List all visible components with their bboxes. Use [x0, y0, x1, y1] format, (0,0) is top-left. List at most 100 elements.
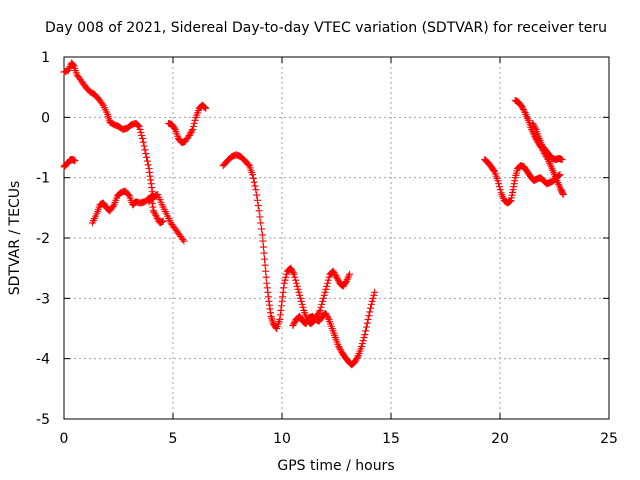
- data-point-arc-5: [189, 122, 197, 130]
- data-point-arc-1: [138, 131, 146, 139]
- data-point-arc-7: [368, 297, 376, 305]
- data-point-arc-1: [134, 122, 142, 130]
- data-point-arc-6: [318, 300, 326, 308]
- data-point-arc-6: [291, 273, 299, 281]
- data-point-arc-6: [317, 303, 325, 311]
- data-point-arc-6: [262, 273, 270, 281]
- data-point-arc-7: [364, 315, 372, 323]
- data-point-arc-7: [353, 353, 361, 361]
- data-point-arc-9: [520, 107, 528, 115]
- data-point-arc-6: [341, 279, 349, 287]
- data-point-arc-7: [359, 337, 367, 345]
- data-point-arc-8: [490, 166, 498, 174]
- data-point-arc-6: [297, 297, 305, 305]
- data-point-arc-7: [371, 288, 379, 296]
- data-point-arc-7: [363, 319, 371, 327]
- data-point-arc-6: [325, 273, 333, 281]
- data-point-arc-1: [136, 125, 144, 133]
- data-point-arc-7: [367, 304, 375, 312]
- data-point-arc-10: [529, 119, 537, 127]
- data-point-arc-6: [253, 191, 261, 199]
- data-point-arc-7: [324, 314, 332, 322]
- data-point-arc-7: [352, 356, 360, 364]
- data-point-arc-5: [188, 127, 196, 135]
- data-point-arc-2: [71, 157, 79, 165]
- y-tick-label: -1: [36, 171, 50, 187]
- data-point-arc-6: [289, 269, 297, 277]
- data-point-arc-7: [358, 340, 366, 348]
- data-point-arc-5: [186, 130, 194, 138]
- data-point-arc-7: [358, 343, 366, 351]
- data-point-arc-6: [299, 303, 307, 311]
- data-point-arc-4: [151, 210, 159, 218]
- data-point-arc-9: [519, 104, 527, 112]
- y-tick-label: -2: [36, 231, 50, 247]
- data-point-arc-10: [558, 156, 566, 164]
- data-point-arc-6: [260, 249, 268, 257]
- data-point-arc-7: [290, 320, 298, 328]
- data-point-arc-6: [324, 276, 332, 284]
- data-point-arc-1: [142, 150, 150, 158]
- x-tick-label: 15: [382, 431, 400, 447]
- data-point-arc-7: [360, 334, 368, 342]
- data-point-arc-10: [531, 124, 539, 132]
- data-point-arc-5: [191, 116, 199, 124]
- data-point-arc-1: [144, 161, 152, 169]
- data-point-arc-9: [518, 102, 526, 110]
- data-point-arc-5: [200, 103, 208, 111]
- data-point-arc-7: [362, 327, 370, 335]
- data-point-arc-7: [370, 291, 378, 299]
- data-point-arc-7: [365, 312, 373, 320]
- y-tick-label: -4: [36, 352, 50, 368]
- data-point-arc-7: [322, 311, 330, 319]
- data-point-arc-7: [335, 344, 343, 352]
- data-point-arc-6: [298, 300, 306, 308]
- data-point-arc-6: [249, 171, 257, 179]
- data-point-arc-1: [138, 134, 146, 142]
- data-point-arc-6: [333, 275, 341, 283]
- data-point-arc-6: [288, 267, 296, 275]
- data-point-arc-6: [249, 174, 257, 182]
- data-point-arc-7: [335, 343, 343, 351]
- data-point-arc-1: [134, 121, 142, 129]
- data-point-arc-6: [316, 306, 324, 314]
- data-point-arc-6: [295, 288, 303, 296]
- data-point-arc-6: [331, 270, 339, 278]
- data-point-arc-7: [303, 318, 311, 326]
- data-point-arc-6: [255, 207, 263, 215]
- data-point-arc-1: [140, 142, 148, 150]
- data-point-arc-5: [185, 131, 193, 139]
- data-point-arc-1: [139, 138, 147, 146]
- data-point-arc-6: [262, 267, 270, 275]
- data-point-arc-4: [153, 214, 161, 222]
- data-point-arc-6: [319, 294, 327, 302]
- data-point-arc-7: [289, 321, 297, 329]
- x-axis-title: GPS time / hours: [277, 458, 394, 474]
- data-point-arc-6: [319, 297, 327, 305]
- data-point-arc-1: [141, 146, 149, 154]
- data-point-arc-7: [323, 312, 331, 320]
- data-point-arc-7: [369, 294, 377, 302]
- data-point-arc-6: [324, 279, 332, 287]
- data-point-arc-6: [280, 279, 288, 287]
- data-points: [60, 59, 567, 369]
- data-point-arc-6: [334, 276, 342, 284]
- data-point-arc-7: [302, 320, 310, 328]
- data-point-arc-5: [202, 104, 210, 112]
- data-point-arc-7: [322, 309, 330, 317]
- data-point-arc-6: [330, 269, 338, 277]
- chart-title: Day 008 of 2021, Sidereal Day-to-day VTE…: [45, 20, 607, 36]
- data-point-arc-4: [149, 207, 157, 215]
- data-point-arc-4: [150, 208, 158, 216]
- data-point-arc-6: [332, 272, 340, 280]
- data-point-arc-10: [530, 122, 538, 130]
- data-point-arc-6: [290, 270, 298, 278]
- data-point-arc-8: [495, 183, 503, 191]
- data-point-arc-6: [281, 276, 289, 284]
- data-point-arc-8: [555, 171, 563, 179]
- data-point-arc-6: [333, 273, 340, 281]
- data-point-arc-8: [506, 197, 514, 205]
- data-point-arc-5: [187, 128, 195, 136]
- x-tick-label: 25: [600, 431, 618, 447]
